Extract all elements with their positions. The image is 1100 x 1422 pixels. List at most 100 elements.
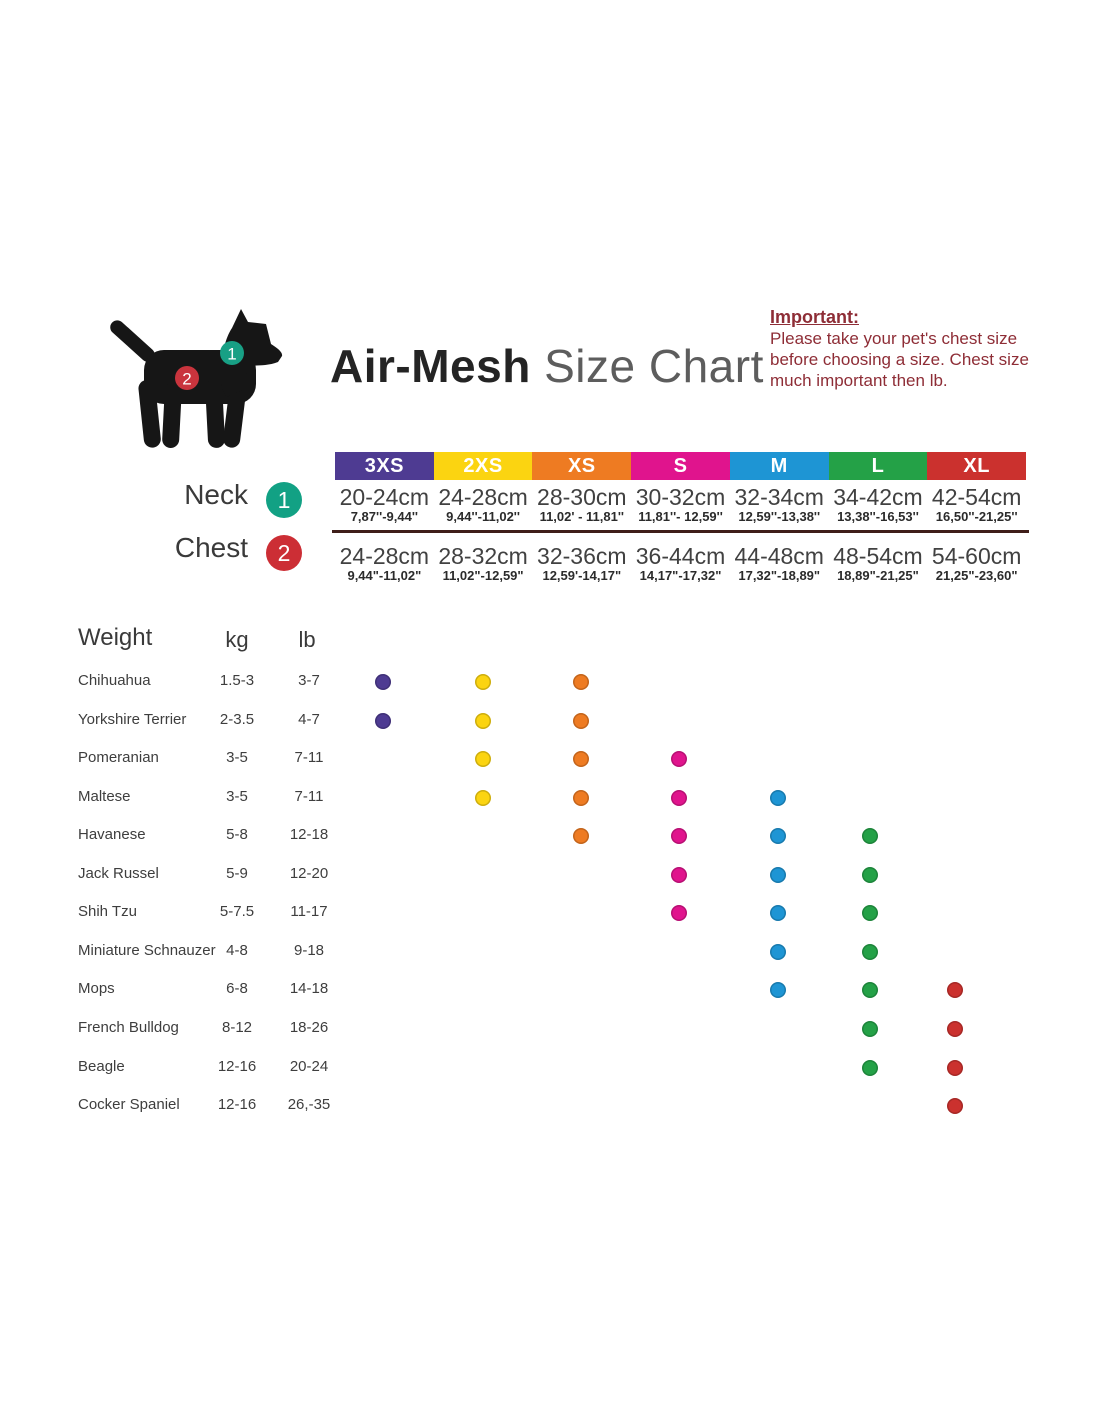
breed-row: Pomeranian 3-5 7-11	[78, 739, 1038, 777]
size-dot-2xs	[475, 790, 491, 806]
breed-kg-range: 5-8	[226, 826, 248, 843]
neck-cm-value: 32-34cm	[734, 484, 824, 510]
table-divider	[332, 530, 1029, 533]
neck-inch-value: 11,81''- 12,59''	[638, 509, 723, 524]
neck-inch-value: 12,59''-13,38''	[738, 509, 821, 524]
chest-cell-xs: 32-36cm 12,59'-14,17"	[532, 539, 631, 583]
important-line: Please take your pet's chest size	[770, 329, 1018, 348]
neck-inch-value: 13,38''-16,53''	[837, 509, 919, 524]
neck-cm-value: 28-30cm	[537, 484, 627, 510]
breed-lb-range: 26,-35	[287, 1096, 331, 1113]
breed-kg-range: 4-8	[226, 942, 248, 959]
neck-badge-number: 1	[277, 486, 291, 513]
size-dot-m	[770, 982, 786, 998]
breed-kg-range: 12-16	[217, 1058, 257, 1075]
important-line: much important then lb.	[770, 371, 948, 390]
size-dot-xs	[573, 713, 589, 729]
breed-name: Yorkshire Terrier	[78, 711, 187, 728]
size-dot-m	[770, 828, 786, 844]
breed-name: Beagle	[78, 1058, 125, 1075]
neck-inch-value: 9,44''-11,02''	[446, 509, 520, 524]
breed-lb-range: 12-20	[289, 865, 329, 882]
breed-lb-range: 4-7	[298, 711, 320, 728]
size-dot-l	[862, 944, 878, 960]
size-dot-s	[671, 790, 687, 806]
breed-name: Cocker Spaniel	[78, 1096, 180, 1113]
chest-cm-value: 54-60cm	[931, 543, 1022, 569]
size-dot-m	[770, 867, 786, 883]
breed-kg-range: 5-9	[226, 865, 248, 882]
breed-lb-range: 20-24	[289, 1058, 329, 1075]
size-dot-m	[770, 905, 786, 921]
breed-row: Havanese 5-8 12-18	[78, 816, 1038, 854]
chest-cell-l: 48-54cm 18,89"-21,25"	[829, 539, 928, 583]
breed-name: Shih Tzu	[78, 903, 137, 920]
neck-cell-m: 32-34cm 12,59''-13,38''	[730, 480, 829, 524]
breed-row: Cocker Spaniel 12-16 26,-35	[78, 1086, 1038, 1124]
size-dot-m	[770, 790, 786, 806]
chest-marker-2-icon	[175, 366, 199, 390]
neck-cell-2xs: 24-28cm 9,44''-11,02''	[434, 480, 533, 524]
size-header-row: 3XS 2XS XS S M L XL	[335, 452, 1027, 480]
chest-values-row: 24-28cm 9,44"-11,02" 28-32cm 11,02"-12,59" 3…	[335, 539, 1026, 583]
breed-lb-range: 12-18	[289, 826, 329, 843]
size-dot-2xs	[475, 751, 491, 767]
chest-cell-xl: 54-60cm 21,25"-23,60"	[927, 539, 1026, 583]
size-dot-l	[862, 867, 878, 883]
breed-name: Pomeranian	[78, 749, 159, 766]
chest-cm-value: 48-54cm	[833, 543, 923, 569]
chest-badge-number: 2	[277, 539, 291, 566]
chest-cell-s: 36-44cm 14,17"-17,32"	[631, 539, 730, 583]
chest-cm-value: 28-32cm	[438, 543, 528, 569]
breed-lb-range: 7-11	[294, 788, 324, 805]
breed-name: French Bulldog	[78, 1019, 179, 1036]
neck-row-label: Neck	[184, 479, 248, 510]
breed-name: Miniature Schnauzer	[78, 942, 216, 959]
size-dot-l	[862, 1021, 878, 1037]
chest-inch-value: 12,59'-14,17"	[542, 568, 622, 583]
size-dot-s	[671, 905, 687, 921]
breed-kg-range: 2-3.5	[219, 711, 255, 728]
breed-row: Mops 6-8 14-18	[78, 970, 1038, 1008]
chest-row-label: Chest	[174, 532, 248, 563]
size-dot-xs	[573, 790, 589, 806]
chest-cell-m: 44-48cm 17,32"-18,89"	[730, 539, 829, 583]
size-dot-3xs	[375, 674, 391, 690]
size-dot-2xs	[475, 713, 491, 729]
breed-row: Maltese 3-5 7-11	[78, 778, 1038, 816]
breed-name: Chihuahua	[78, 672, 151, 689]
neck-marker-number: 1	[227, 345, 236, 364]
size-dot-l	[862, 905, 878, 921]
neck-badge-1: 1	[266, 482, 302, 518]
chest-cell-3xs: 24-28cm 9,44"-11,02"	[335, 539, 434, 583]
neck-cm-value: 20-24cm	[339, 484, 430, 510]
breed-kg-range: 6-8	[226, 980, 248, 997]
neck-inch-value: 16,50''-21,25''	[935, 509, 1018, 524]
neck-cell-s: 30-32cm 11,81''- 12,59''	[631, 480, 730, 524]
breed-kg-range: 12-16	[217, 1096, 257, 1113]
neck-cell-xs: 28-30cm 11,02' - 11,81''	[532, 480, 631, 524]
breed-kg-range: 3-5	[226, 788, 248, 805]
breed-lb-range: 11-17	[290, 903, 328, 920]
breed-row: French Bulldog 8-12 18-26	[78, 1009, 1038, 1047]
size-dot-2xs	[475, 674, 491, 690]
chest-inch-value: 17,32"-18,89"	[738, 568, 821, 583]
size-dot-l	[862, 982, 878, 998]
breed-row: Shih Tzu 5-7.5 11-17	[78, 893, 1038, 931]
size-header-s: S	[631, 452, 730, 480]
breed-kg-range: 1.5-3	[219, 672, 255, 689]
chest-inch-value: 18,89"-21,25"	[837, 568, 919, 583]
size-header-m: M	[729, 452, 829, 480]
neck-cell-xl: 42-54cm 16,50''-21,25''	[927, 480, 1026, 524]
neck-marker-1-icon	[220, 341, 244, 365]
important-note: Important: Please take your pet's chest …	[770, 307, 1032, 391]
page-title-brand: Air-Mesh	[330, 340, 531, 392]
important-line: before choosing a size. Chest size	[770, 350, 1029, 369]
breed-name: Maltese	[78, 788, 131, 805]
neck-cm-value: 30-32cm	[635, 484, 726, 510]
breed-lb-range: 9-18	[293, 942, 325, 959]
breed-row: Yorkshire Terrier 2-3.5 4-7	[78, 701, 1038, 739]
size-dot-s	[671, 867, 687, 883]
size-dot-xl	[947, 1060, 963, 1076]
